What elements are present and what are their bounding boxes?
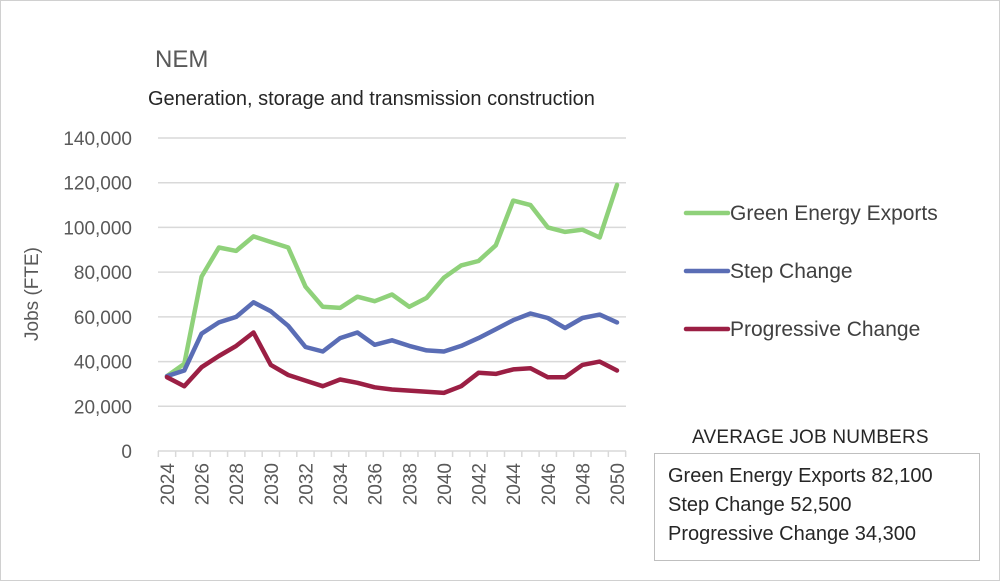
x-tick-label: 2034 — [331, 463, 352, 506]
x-tick-label: 2036 — [366, 463, 387, 505]
x-axis: 2024 2026 2028 2030 2032 2034 2036 2038 2040 2042… — [157, 450, 629, 506]
x-tick-label: 2038 — [400, 463, 421, 505]
y-tick-label: 40,000 — [74, 353, 132, 374]
x-tick-label: 2050 — [608, 463, 629, 505]
chart-subtitle: Generation, storage and transmission con… — [148, 88, 595, 110]
legend-label: Green Energy Exports — [730, 202, 938, 225]
chart-title: NEM — [155, 46, 209, 73]
x-tick-label: 2044 — [504, 463, 525, 506]
x-tick-label: 2046 — [539, 463, 560, 505]
legend-label: Step Change — [730, 260, 853, 283]
average-progressive-change: Progressive Change 34,300 — [668, 523, 916, 545]
average-step-change: Step Change 52,500 — [668, 494, 852, 516]
y-tick-label: 140,000 — [63, 129, 132, 150]
y-axis-ticks: 0 20,000 40,000 60,000 80,000 100,000 120,000 1… — [63, 129, 132, 463]
y-tick-label: 120,000 — [63, 174, 132, 195]
y-tick-label: 20,000 — [74, 397, 132, 418]
gridlines — [158, 137, 626, 408]
x-tick-label: 2042 — [470, 463, 491, 505]
x-tick-label: 2024 — [158, 463, 179, 506]
x-tick-label: 2028 — [227, 463, 248, 505]
series-line-step-change — [164, 300, 620, 379]
series-lines — [164, 182, 620, 396]
legend: Green Energy Exports Step Change Progressi… — [683, 202, 938, 341]
x-tick-label: 2026 — [193, 463, 214, 505]
legend-label: Progressive Change — [730, 318, 920, 341]
y-tick-label: 80,000 — [74, 263, 132, 284]
x-tick-label: 2032 — [296, 463, 317, 505]
x-tick-label: 2048 — [573, 463, 594, 505]
y-tick-label: 0 — [121, 442, 132, 463]
x-tick-label: 2030 — [262, 463, 283, 505]
y-axis-label: Jobs (FTE) — [22, 247, 43, 341]
average-box-heading: AVERAGE JOB NUMBERS — [692, 427, 929, 448]
average-job-numbers-box: Green Energy Exports 82,100 Step Change … — [654, 453, 980, 561]
average-green-energy-exports: Green Energy Exports 82,100 — [668, 465, 933, 487]
y-tick-label: 60,000 — [74, 308, 132, 329]
x-tick-label: 2040 — [435, 463, 456, 505]
y-tick-label: 100,000 — [63, 218, 132, 239]
